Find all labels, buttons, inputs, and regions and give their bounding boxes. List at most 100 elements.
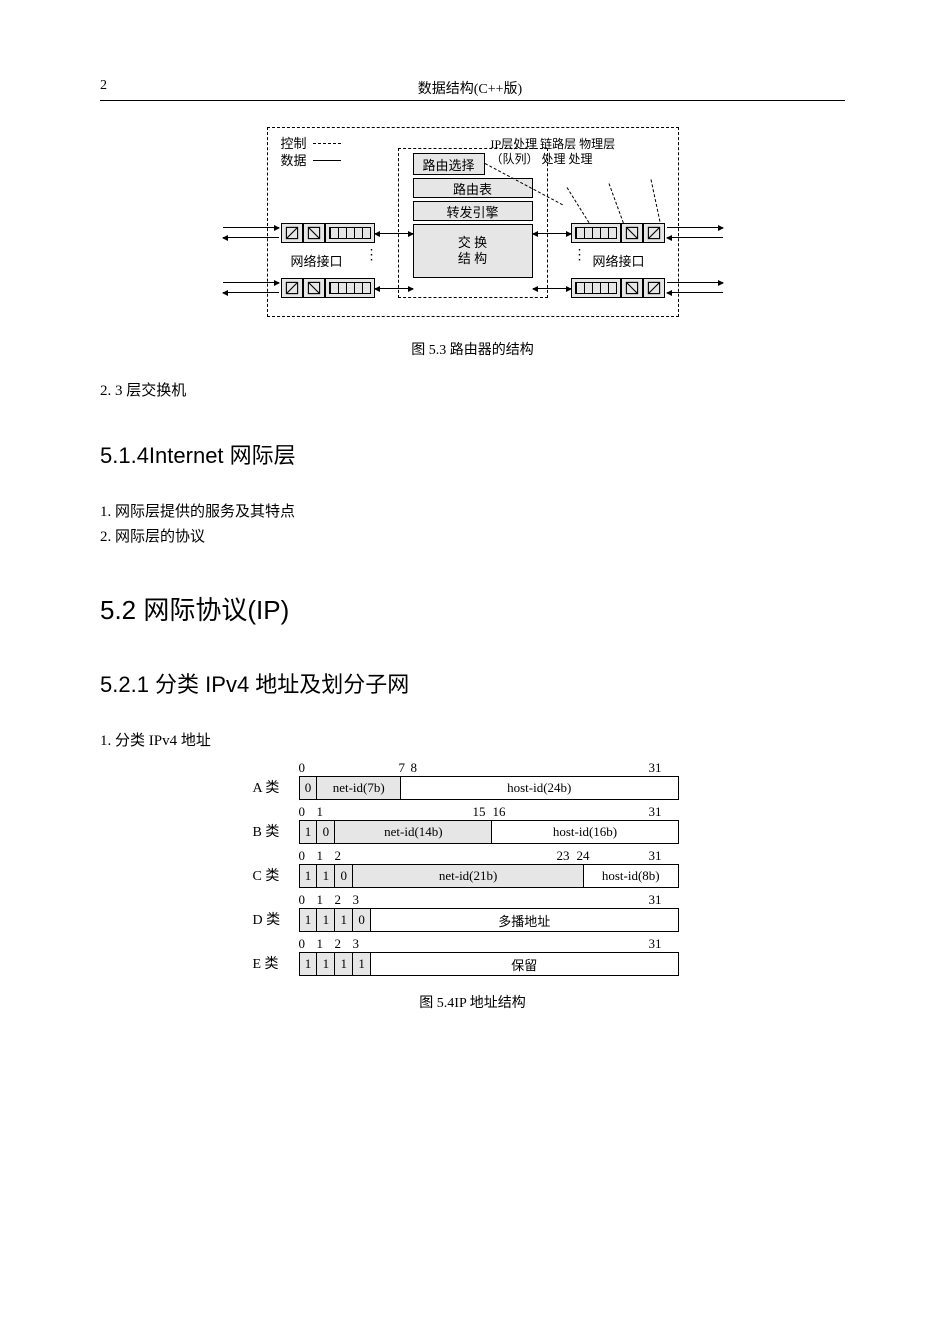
arrow-in-right-2 — [667, 292, 723, 293]
ip-prefix-bit-cell: 0 — [353, 909, 371, 931]
bit-index-label: 0 — [299, 892, 317, 908]
right-layer-labels-line1: IP层处理 链路层 物理层 — [491, 137, 616, 152]
bit-index-label: 2 — [335, 848, 353, 864]
list-item-514-2: 2. 网际层的协议 — [100, 525, 845, 546]
bit-index-label: 3 — [353, 936, 371, 952]
ip-prefix-bit-cell: 1 — [300, 821, 318, 843]
heading-5-2-1: 5.2.1 分类 IPv4 地址及划分子网 — [100, 667, 845, 699]
ip-prefix-bit-cell: 1 — [353, 953, 371, 975]
bit-index-label: 1 — [317, 804, 335, 820]
ip-field-cell: net-id(14b) — [335, 821, 492, 843]
bit-index-label: 3 — [353, 892, 371, 908]
vdots-left-icon: ⋮ — [365, 247, 379, 264]
nic-phy-icon — [281, 223, 303, 243]
ip-field-cell: 多播地址 — [371, 909, 677, 931]
bit-index-label: 15 — [473, 804, 493, 820]
bit-index-label: 2 — [335, 892, 353, 908]
ip-class-label: C 类 — [253, 865, 299, 888]
ip-class-row: A 类078310net-id(7b)host-id(24b) — [253, 758, 693, 800]
ip-prefix-bit-cell: 1 — [317, 953, 335, 975]
ip-field-cell: host-id(16b) — [492, 821, 677, 843]
nic-left-1 — [281, 223, 375, 243]
list-item-514-1: 1. 网际层提供的服务及其特点 — [100, 500, 845, 521]
arrow-mid-left-2 — [375, 288, 413, 289]
ip-class-label: B 类 — [253, 821, 299, 844]
ip-class-body: 0115163110net-id(14b)host-id(16b) — [299, 802, 693, 844]
nic-queue-icon — [325, 278, 375, 298]
bit-index-label: 1 — [317, 936, 335, 952]
legend-control-row: 控制 — [281, 135, 341, 152]
bit-index-label: 31 — [649, 848, 679, 864]
legend-solid-line-icon — [313, 160, 341, 161]
nic-phy-icon — [643, 223, 665, 243]
bit-index-label: 2 — [335, 936, 353, 952]
arrow-in-left-2 — [223, 282, 279, 283]
ip-class-bar: 0net-id(7b)host-id(24b) — [299, 776, 679, 800]
bit-index-label: 1 — [317, 848, 335, 864]
bit-index-label: 0 — [299, 760, 317, 776]
right-layer-labels: IP层处理 链路层 物理层 （队列） 处理 处理 — [491, 137, 616, 167]
nic-queue-icon — [571, 223, 621, 243]
ip-prefix-bit-cell: 1 — [300, 865, 318, 887]
nic-queue-icon — [571, 278, 621, 298]
bit-index-row: 01151631 — [299, 802, 693, 820]
ip-class-label: D 类 — [253, 909, 299, 932]
bit-index-label: 0 — [299, 804, 317, 820]
figure-5-4-ip-address-structure: A 类078310net-id(7b)host-id(24b)B 类011516… — [253, 758, 693, 976]
header-spacer — [833, 78, 845, 98]
box-route-selection: 路由选择 — [413, 153, 485, 175]
vdots-right-icon: ⋮ — [573, 247, 587, 264]
arrow-out-right-2 — [667, 282, 723, 283]
bit-index-label: 31 — [649, 892, 679, 908]
ip-class-bar: 1110多播地址 — [299, 908, 679, 932]
arrow-mid-left-1 — [375, 233, 413, 234]
page-number: 2 — [100, 78, 107, 98]
nic-phy-icon — [643, 278, 665, 298]
ip-class-bar: 10net-id(14b)host-id(16b) — [299, 820, 679, 844]
ip-class-label: A 类 — [253, 777, 299, 800]
nic-link-icon — [303, 278, 325, 298]
arrow-in-left-1 — [223, 227, 279, 228]
ip-prefix-bit-cell: 0 — [300, 777, 318, 799]
bit-index-label: 8 — [411, 760, 425, 776]
bit-index-label: 23 — [557, 848, 577, 864]
ip-field-cell: net-id(7b) — [317, 777, 401, 799]
ip-class-body: 012232431110net-id(21b)host-id(8b) — [299, 846, 693, 888]
ip-field-cell: 保留 — [371, 953, 677, 975]
ip-prefix-bit-cell: 1 — [317, 865, 335, 887]
arrow-mid-right-2 — [533, 288, 571, 289]
text-3-layer-switch: 2. 3 层交换机 — [100, 379, 845, 400]
nic-link-icon — [621, 223, 643, 243]
ip-class-bar: 110net-id(21b)host-id(8b) — [299, 864, 679, 888]
bit-index-row: 0123 31 — [299, 890, 693, 908]
figure-5-3-caption: 图 5.3 路由器的结构 — [100, 339, 845, 359]
interface-label-left: 网络接口 — [291, 251, 343, 270]
box-forward-engine: 转发引擎 — [413, 201, 533, 221]
ip-prefix-bit-cell: 1 — [335, 953, 353, 975]
box-switch-fabric: 交 换 结 构 — [413, 224, 533, 278]
list-item-521-1: 1. 分类 IPv4 地址 — [100, 729, 845, 750]
nic-left-2 — [281, 278, 375, 298]
legend: 控制 数据 — [281, 135, 341, 169]
bit-index-label: 0 — [299, 848, 317, 864]
heading-5-2: 5.2 网际协议(IP) — [100, 590, 845, 627]
nic-right-1 — [571, 223, 665, 243]
nic-right-2 — [571, 278, 665, 298]
ip-field-cell: net-id(21b) — [353, 865, 584, 887]
ip-class-body: 078310net-id(7b)host-id(24b) — [299, 758, 693, 800]
bit-index-label: 24 — [577, 848, 599, 864]
ip-class-body: 0123311111保留 — [299, 934, 693, 976]
ip-prefix-bit-cell: 0 — [335, 865, 353, 887]
legend-data-row: 数据 — [281, 152, 341, 169]
legend-data-label: 数据 — [281, 152, 307, 169]
figure-5-4-caption: 图 5.4IP 地址结构 — [100, 992, 845, 1012]
heading-5-1-4: 5.1.4Internet 网际层 — [100, 438, 845, 470]
legend-dashed-line-icon — [313, 143, 341, 144]
arrow-mid-right-1 — [533, 233, 571, 234]
ip-class-bar: 1111保留 — [299, 952, 679, 976]
arrow-out-left-2 — [223, 292, 279, 293]
arrow-out-right-1 — [667, 227, 723, 228]
bit-index-label: 31 — [649, 760, 679, 776]
ip-class-row: E 类0123311111保留 — [253, 934, 693, 976]
bit-index-label: 1 — [317, 892, 335, 908]
